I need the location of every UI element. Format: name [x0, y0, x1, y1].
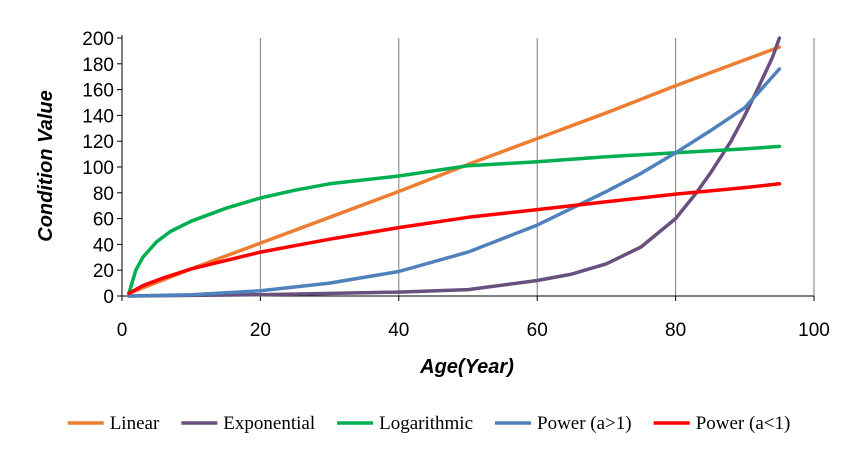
legend-label: Power (a>1)	[537, 413, 632, 434]
y-tick-label: 180	[82, 55, 114, 76]
y-axis-title: Condition Value	[35, 90, 57, 241]
legend-item-5: Power (a<1)	[653, 413, 791, 434]
legend-item-2: Exponential	[181, 413, 315, 434]
tick-labels: 0 20 40 60 80 100 120 140 160 180 200 0 20 40 60 80 100	[82, 29, 830, 341]
x-tick-label: 80	[665, 320, 686, 341]
y-tick-label: 60	[93, 210, 114, 231]
legend: Linear Exponential Logarithmic Power (a>1) P…	[67, 413, 791, 434]
legend-label: Power (a<1)	[696, 413, 791, 434]
legend-label: Logarithmic	[379, 413, 473, 434]
series-line-3	[127, 144, 782, 296]
legend-item-4: Power (a>1)	[495, 413, 632, 434]
y-tick-label: 20	[93, 261, 114, 282]
y-tick-label: 0	[103, 287, 114, 308]
y-tick-label: 80	[93, 184, 114, 205]
y-tick-label: 160	[82, 81, 114, 102]
y-tick-label: 140	[82, 106, 114, 127]
legend-label: Exponential	[223, 413, 315, 434]
x-tick-label: 100	[798, 320, 830, 341]
x-tick-label: 40	[388, 320, 409, 341]
y-tick-label: 40	[93, 235, 114, 256]
x-tick-label: 0	[117, 320, 128, 341]
y-tick-label: 120	[82, 132, 114, 153]
series-layer	[127, 36, 782, 298]
x-tick-label: 20	[250, 320, 271, 341]
legend-label: Linear	[110, 413, 160, 434]
y-tick-label: 100	[82, 158, 114, 179]
y-tick-label: 200	[82, 29, 114, 50]
legend-item-1: Linear	[67, 413, 160, 434]
series-line-5	[127, 182, 782, 296]
series-line-4	[127, 67, 782, 298]
x-axis-title: Age(Year)	[419, 356, 514, 378]
legend-item-3: Logarithmic	[337, 413, 473, 434]
x-tick-label: 60	[527, 320, 548, 341]
grid-lines	[259, 38, 815, 296]
